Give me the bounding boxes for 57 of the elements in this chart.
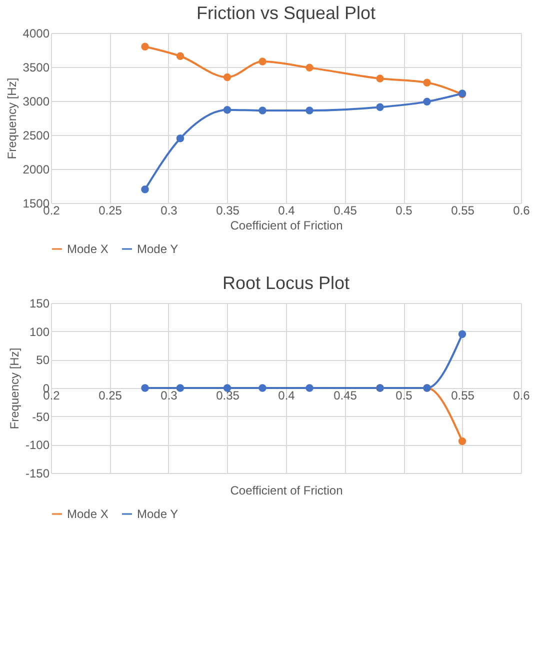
x-tick-label: 0.6: [513, 388, 530, 402]
y-tick-label: 4000: [22, 26, 50, 40]
y-tick-label: 3000: [22, 94, 50, 108]
y-tick-label: -100: [25, 438, 50, 452]
y-tick-label: 150: [29, 296, 50, 310]
point: [223, 73, 232, 82]
x-tick-label: 0.25: [98, 204, 122, 218]
point: [376, 74, 384, 82]
chart-title: Root Locus Plot: [222, 273, 350, 293]
point: [176, 384, 184, 392]
chart-title: Friction vs Squeal Plot: [196, 3, 376, 23]
point: [141, 42, 149, 50]
legend-label: Mode Y: [137, 242, 178, 256]
point: [458, 330, 466, 338]
point: [423, 78, 431, 87]
y-axis-title: Frequency [Hz]: [7, 348, 22, 430]
point: [141, 186, 149, 194]
point: [176, 52, 184, 60]
point: [258, 58, 266, 66]
point: [176, 134, 184, 142]
x-tick-label: 0.3: [160, 204, 178, 218]
y-tick-label: 2500: [22, 128, 50, 142]
point: [306, 384, 314, 392]
point: [223, 106, 232, 114]
x-tick-label: 0.35: [216, 204, 240, 218]
point: [423, 98, 431, 106]
x-tick-label: 0.35: [216, 388, 240, 402]
point: [306, 64, 314, 72]
y-axis-title: Frequency [Hz]: [4, 78, 19, 160]
point: [306, 106, 314, 114]
x-tick-label: 0.45: [334, 388, 358, 402]
x-axis-title: Coefficient of Friction: [230, 218, 343, 232]
y-tick-label: 100: [29, 324, 50, 339]
y-tick-label: 50: [36, 353, 50, 368]
x-tick-label: 0.6: [513, 204, 530, 218]
x-tick-label: 0.5: [396, 388, 413, 402]
point: [258, 106, 266, 114]
y-tick-label: -150: [25, 466, 50, 480]
point: [141, 384, 149, 392]
x-tick-label: 0.55: [451, 388, 475, 402]
point: [458, 437, 466, 446]
point: [376, 103, 384, 111]
legend-label: Mode Y: [137, 507, 178, 521]
x-tick-label: 0.3: [160, 388, 178, 402]
x-tick-label: 0.4: [278, 388, 296, 402]
x-tick-label: 0.55: [451, 204, 475, 218]
x-tick-label: 0.4: [278, 204, 296, 218]
x-tick-label: 0.45: [334, 204, 358, 218]
x-tick-label: 0.25: [98, 388, 122, 402]
y-tick-label: 3500: [22, 60, 50, 74]
y-tick-label: -50: [32, 410, 50, 424]
point: [258, 384, 266, 392]
legend-label: Mode X: [67, 507, 108, 521]
legend-label: Mode X: [67, 242, 108, 256]
y-tick-label: 2000: [22, 162, 50, 176]
x-tick-label: 0.5: [396, 204, 413, 218]
x-axis-title: Coefficient of Friction: [230, 484, 343, 498]
